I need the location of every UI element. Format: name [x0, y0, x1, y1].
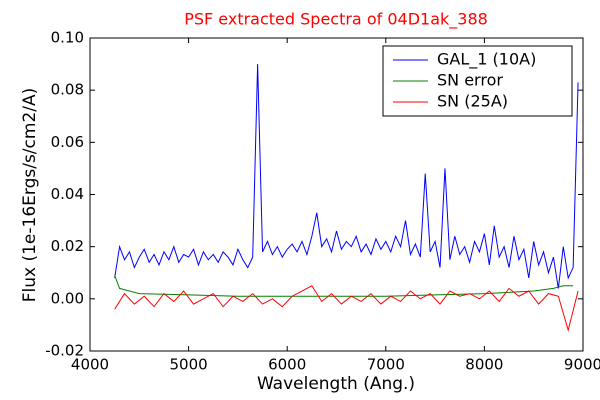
- data-line: [114, 275, 574, 297]
- chart-title: PSF extracted Spectra of 04D1ak_388: [184, 10, 488, 30]
- x-tick-label: 5000: [170, 356, 208, 374]
- y-tick-label: 0.10: [51, 29, 84, 47]
- legend-label: SN (25A): [437, 92, 508, 111]
- y-tick-label: 0.08: [51, 81, 84, 99]
- x-tick-label: 7000: [367, 356, 405, 374]
- legend-label: SN error: [437, 71, 503, 90]
- x-axis-label: Wavelength (Ang.): [257, 374, 415, 394]
- y-tick-label: 0.02: [51, 237, 84, 255]
- y-tick-label: 0.06: [51, 133, 84, 151]
- y-tick-label: -0.02: [45, 342, 84, 360]
- x-tick-label: 6000: [268, 356, 306, 374]
- y-tick-label: 0.04: [51, 185, 84, 203]
- plot-frame: [89, 37, 584, 352]
- data-line: [114, 285, 579, 333]
- y-axis-label: Flux (1e-16Ergs/s/cm2/A): [20, 88, 40, 303]
- x-tick-label: 4000: [71, 356, 109, 374]
- data-line: [114, 64, 579, 289]
- legend-label: GAL_1 (10A): [437, 50, 536, 70]
- x-tick-label: 8000: [465, 356, 503, 374]
- y-tick-label: 0.00: [51, 289, 84, 307]
- x-tick-label: 9000: [564, 356, 600, 374]
